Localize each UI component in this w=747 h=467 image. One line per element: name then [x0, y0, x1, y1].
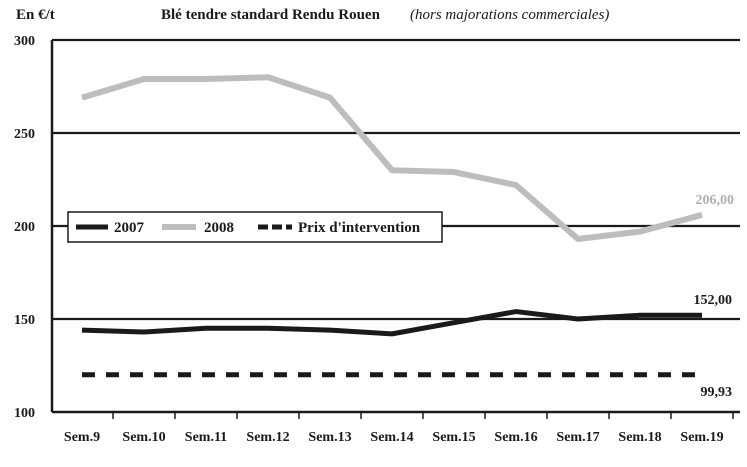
x-tick-label-Sem.11: Sem.11 — [185, 430, 227, 445]
y-tick-label-300: 300 — [14, 34, 35, 49]
y-tick-label-200: 200 — [14, 220, 35, 235]
y-tick-label-100: 100 — [14, 406, 35, 421]
x-tick-label-Sem.19: Sem.19 — [680, 430, 723, 445]
value-labels: 152,00 206,00 99,93 — [694, 193, 735, 400]
x-tick-label-Sem.16: Sem.16 — [494, 430, 537, 445]
y-tick-label-150: 150 — [14, 313, 35, 328]
x-tick-label-Sem.9: Sem.9 — [64, 430, 100, 445]
end-value-label-2: 99,93 — [701, 385, 733, 400]
legend: 2007 2008 Prix d'intervention — [68, 212, 442, 242]
end-value-label-0: 152,00 — [694, 293, 733, 308]
x-tick-label-Sem.14: Sem.14 — [370, 430, 413, 445]
x-tick-label-Sem.15: Sem.15 — [432, 430, 475, 445]
legend-label-1: 2008 — [204, 220, 234, 236]
end-value-label-1: 206,00 — [696, 193, 735, 208]
legend-label-2: Prix d'intervention — [298, 220, 421, 236]
y-tick-label-250: 250 — [14, 127, 35, 142]
x-tick-label-Sem.12: Sem.12 — [246, 430, 289, 445]
chart-title: Blé tendre standard Rendu Rouen — [161, 7, 381, 23]
x-tick-label-Sem.13: Sem.13 — [308, 430, 351, 445]
x-tick-label-Sem.18: Sem.18 — [618, 430, 661, 445]
series-line-0 — [82, 312, 702, 334]
x-tick-label-Sem.17: Sem.17 — [556, 430, 599, 445]
y-axis-unit: En €/t — [16, 7, 55, 23]
x-tick-label-Sem.10: Sem.10 — [122, 430, 165, 445]
legend-label-0: 2007 — [114, 220, 145, 236]
chart-subtitle: (hors majorations commerciales) — [410, 7, 609, 23]
